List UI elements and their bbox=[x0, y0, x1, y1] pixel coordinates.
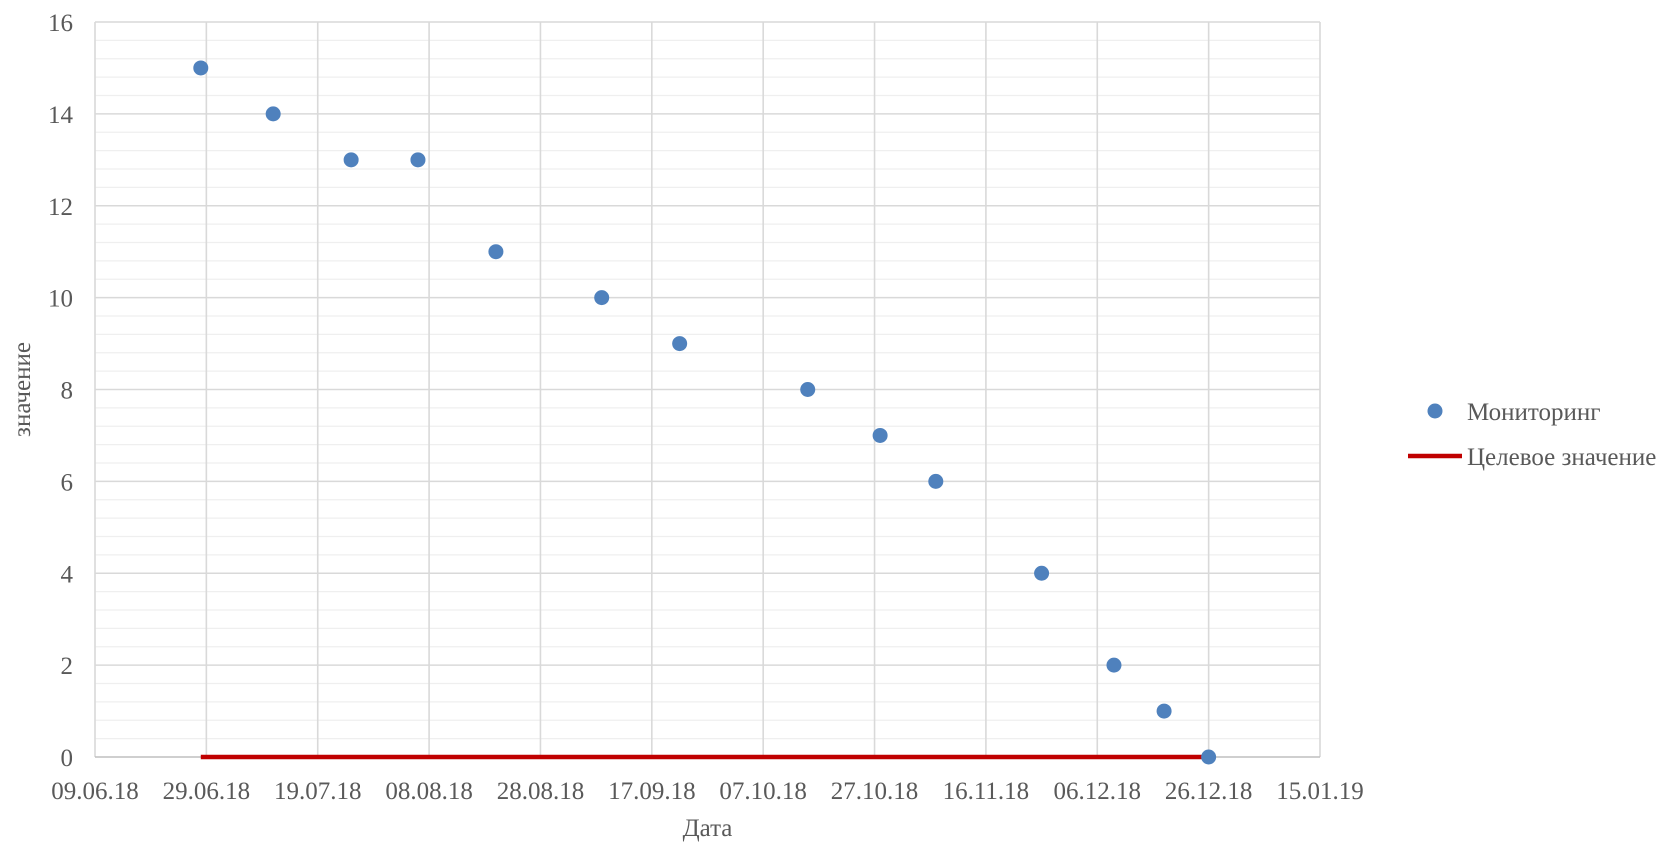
legend: Мониторинг Целевое значение bbox=[1408, 399, 1656, 471]
data-point bbox=[1201, 749, 1217, 765]
y-tick-label: 6 bbox=[61, 469, 74, 496]
data-point bbox=[410, 152, 426, 168]
y-tick-label: 4 bbox=[61, 561, 74, 588]
x-tick-label: 17.09.18 bbox=[608, 778, 696, 805]
x-tick-label: 08.08.18 bbox=[385, 778, 473, 805]
y-tick-label: 8 bbox=[61, 378, 74, 405]
axes: 0 2 4 6 8 10 12 14 16 09.06.18 29.06.18 19.07.18 08.… bbox=[48, 10, 1364, 805]
x-tick-label: 29.06.18 bbox=[163, 778, 251, 805]
x-tick-label: 28.08.18 bbox=[497, 778, 585, 805]
x-axis-title: Дата bbox=[683, 815, 733, 842]
data-point bbox=[488, 244, 504, 260]
legend-label-monitoring: Мониторинг bbox=[1467, 399, 1600, 426]
y-tick-label: 0 bbox=[61, 745, 74, 772]
data-point bbox=[193, 60, 209, 76]
legend-label-target: Целевое значение bbox=[1467, 444, 1656, 471]
data-point bbox=[1106, 657, 1122, 673]
y-tick-label: 12 bbox=[48, 194, 73, 221]
x-tick-label: 19.07.18 bbox=[274, 778, 362, 805]
plot-series bbox=[193, 60, 1217, 765]
legend-marker-monitoring bbox=[1427, 403, 1443, 419]
data-point bbox=[800, 382, 816, 397]
y-tick-label: 2 bbox=[61, 653, 74, 680]
x-tick-label: 16.11.18 bbox=[943, 778, 1030, 805]
x-tick-label: 06.12.18 bbox=[1054, 778, 1142, 805]
data-point bbox=[343, 152, 359, 168]
x-tick-label: 07.10.18 bbox=[719, 778, 807, 805]
x-tick-label: 09.06.18 bbox=[51, 778, 139, 805]
gridlines bbox=[94, 21, 1321, 757]
y-tick-label: 16 bbox=[48, 10, 73, 37]
y-tick-label: 10 bbox=[48, 286, 73, 313]
y-tick-label: 14 bbox=[48, 102, 74, 129]
data-point bbox=[594, 290, 610, 306]
data-point bbox=[1156, 703, 1172, 719]
x-tick-label: 27.10.18 bbox=[831, 778, 919, 805]
data-point bbox=[928, 473, 944, 489]
x-tick-label: 15.01.19 bbox=[1276, 778, 1364, 805]
x-tick-label: 26.12.18 bbox=[1165, 778, 1253, 805]
data-point bbox=[265, 106, 281, 122]
data-point bbox=[1034, 565, 1050, 581]
data-point bbox=[672, 336, 688, 352]
data-point bbox=[872, 427, 888, 443]
y-axis-title: значение bbox=[9, 342, 36, 437]
